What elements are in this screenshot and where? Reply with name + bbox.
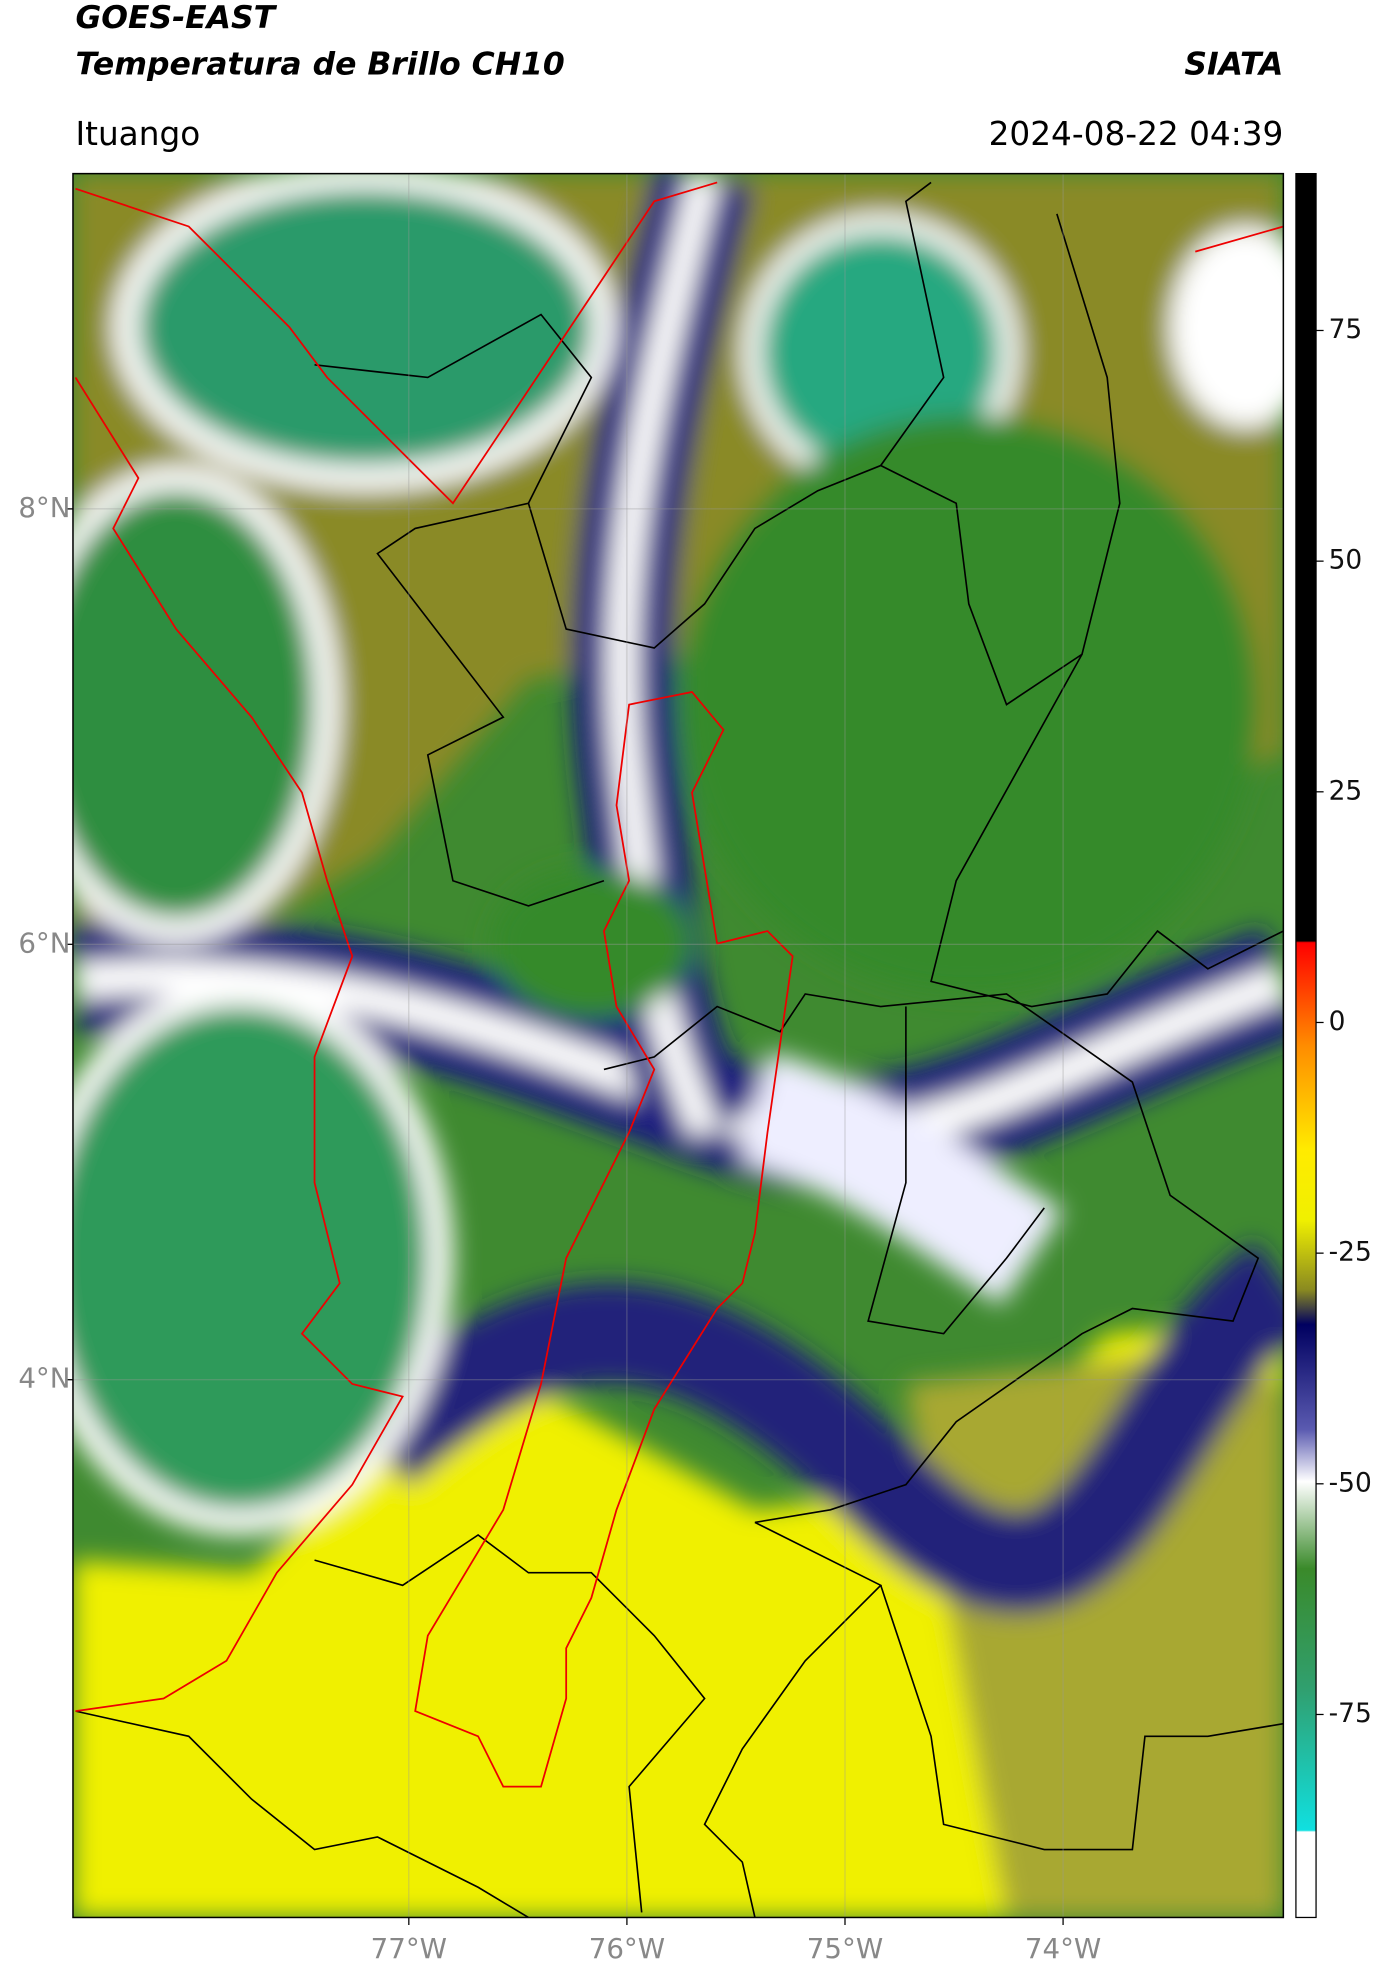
colorbar-tick-label: 50 [1329, 545, 1363, 576]
colorbar-tick-label: 0 [1329, 1006, 1346, 1037]
admin-borders [75, 181, 1284, 1918]
colorbar-tick-label: -75 [1329, 1698, 1372, 1729]
y-tick-label: 4°N [18, 1362, 70, 1395]
subtitle: Temperatura de Brillo CH10 [75, 46, 564, 82]
colorbar [1295, 172, 1317, 1919]
grid [72, 173, 1284, 1918]
title: GOES-EAST [75, 0, 277, 36]
map-frame [72, 172, 1285, 1919]
region-border [74, 181, 1284, 1788]
y-tick-label: 6°N [18, 926, 70, 959]
x-tick-label: 77°W [371, 1932, 447, 1965]
timestamp: 2024-08-22 04:39 [989, 115, 1284, 153]
satellite-field [72, 173, 1284, 1918]
x-tick-label: 76°W [589, 1932, 665, 1965]
colorbar-tick-label: -50 [1329, 1467, 1372, 1498]
source: SIATA [1184, 46, 1283, 82]
region: Ituango [75, 115, 200, 153]
colorbar-tick-label: 75 [1329, 314, 1363, 345]
x-tick-label: 74°W [1025, 1932, 1101, 1965]
colorbar-tick-label: -25 [1329, 1237, 1372, 1268]
x-tick-label: 75°W [807, 1932, 883, 1965]
colorbar-tick-label: 25 [1329, 775, 1363, 806]
y-tick-label: 8°N [18, 491, 70, 524]
